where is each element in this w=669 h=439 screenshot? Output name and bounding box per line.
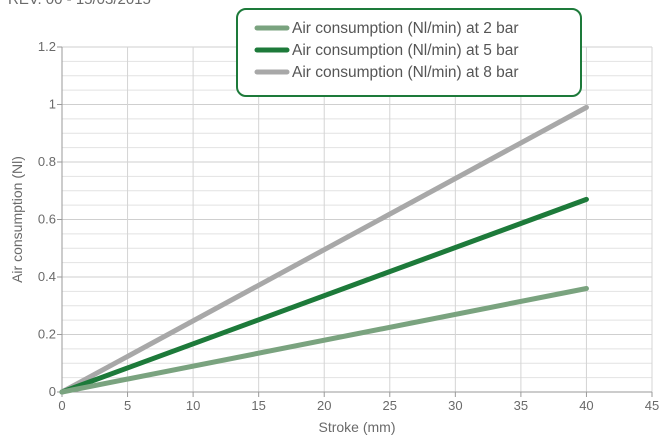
y-tick-label: 0.8 (38, 154, 56, 169)
y-axis-title: Air consumption (Nl) (9, 156, 25, 283)
x-tick-label: 5 (124, 398, 131, 413)
x-tick-label: 20 (317, 398, 331, 413)
grid (61, 46, 653, 393)
legend-label-2: Air consumption (Nl/min) at 5 bar (292, 42, 519, 59)
legend-label-1: Air consumption (Nl/min) at 2 bar (292, 20, 519, 37)
y-tick-label: 0 (49, 384, 56, 399)
x-axis-title: Stroke (mm) (319, 419, 396, 435)
x-tick-label: 40 (579, 398, 593, 413)
y-tick-label: 0.4 (38, 269, 56, 284)
x-tick-label: 0 (58, 398, 65, 413)
series-line-1 (59, 286, 589, 395)
y-tick-label: 1.2 (38, 39, 56, 54)
x-tick-label: 35 (514, 398, 528, 413)
x-tick-label: 25 (383, 398, 397, 413)
legend: Air consumption (Nl/min) at 2 bar Air con… (236, 8, 582, 97)
series-line-3 (59, 104, 589, 395)
x-tick-label: 45 (645, 398, 659, 413)
legend-label-3: Air consumption (Nl/min) at 8 bar (292, 64, 519, 81)
y-tick-label: 0.2 (38, 327, 56, 342)
series-line-2 (59, 196, 589, 395)
x-tick-label: 15 (251, 398, 265, 413)
x-tick-labels: 0 5 10 15 20 25 30 35 40 45 (58, 398, 659, 413)
legend-box (236, 8, 582, 97)
axes (57, 46, 653, 397)
revision-label: REV. 00 - 15/03/2015 (8, 0, 151, 8)
y-tick-label: 1 (49, 97, 56, 112)
series-lines (59, 104, 589, 395)
x-tick-label: 30 (448, 398, 462, 413)
x-tick-label: 10 (186, 398, 200, 413)
y-tick-labels: 0 0.2 0.4 0.6 0.8 1 1.2 (38, 39, 56, 399)
y-tick-label: 0.6 (38, 212, 56, 227)
